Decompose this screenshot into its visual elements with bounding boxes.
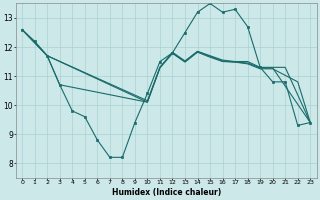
X-axis label: Humidex (Indice chaleur): Humidex (Indice chaleur) [112, 188, 221, 197]
